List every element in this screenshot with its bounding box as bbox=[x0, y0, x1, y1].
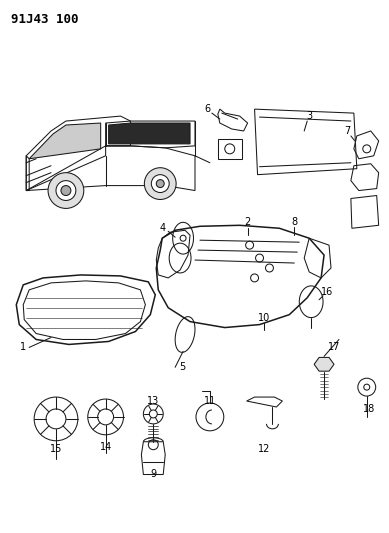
Circle shape bbox=[144, 168, 176, 199]
Circle shape bbox=[61, 185, 71, 196]
Polygon shape bbox=[109, 123, 190, 144]
Circle shape bbox=[56, 181, 76, 200]
Text: 1: 1 bbox=[20, 342, 26, 352]
Polygon shape bbox=[29, 123, 101, 159]
Text: 16: 16 bbox=[321, 287, 333, 297]
Circle shape bbox=[151, 175, 169, 192]
Text: 13: 13 bbox=[147, 396, 159, 406]
Polygon shape bbox=[314, 358, 334, 371]
Text: 91J43 100: 91J43 100 bbox=[11, 13, 79, 26]
Circle shape bbox=[48, 173, 84, 208]
Text: 12: 12 bbox=[258, 443, 271, 454]
Text: 14: 14 bbox=[100, 442, 112, 451]
Text: 15: 15 bbox=[50, 443, 62, 454]
Text: 11: 11 bbox=[204, 396, 216, 406]
Text: 9: 9 bbox=[150, 469, 156, 479]
Text: 18: 18 bbox=[363, 404, 375, 414]
Text: 2: 2 bbox=[245, 217, 251, 227]
Text: 10: 10 bbox=[258, 313, 271, 322]
Text: 6: 6 bbox=[205, 104, 211, 114]
Text: 5: 5 bbox=[179, 362, 185, 372]
Text: 3: 3 bbox=[306, 111, 312, 121]
Text: 8: 8 bbox=[291, 217, 297, 227]
Text: 4: 4 bbox=[159, 223, 165, 233]
Circle shape bbox=[156, 180, 164, 188]
Text: 17: 17 bbox=[328, 342, 340, 352]
Text: 7: 7 bbox=[344, 126, 350, 136]
